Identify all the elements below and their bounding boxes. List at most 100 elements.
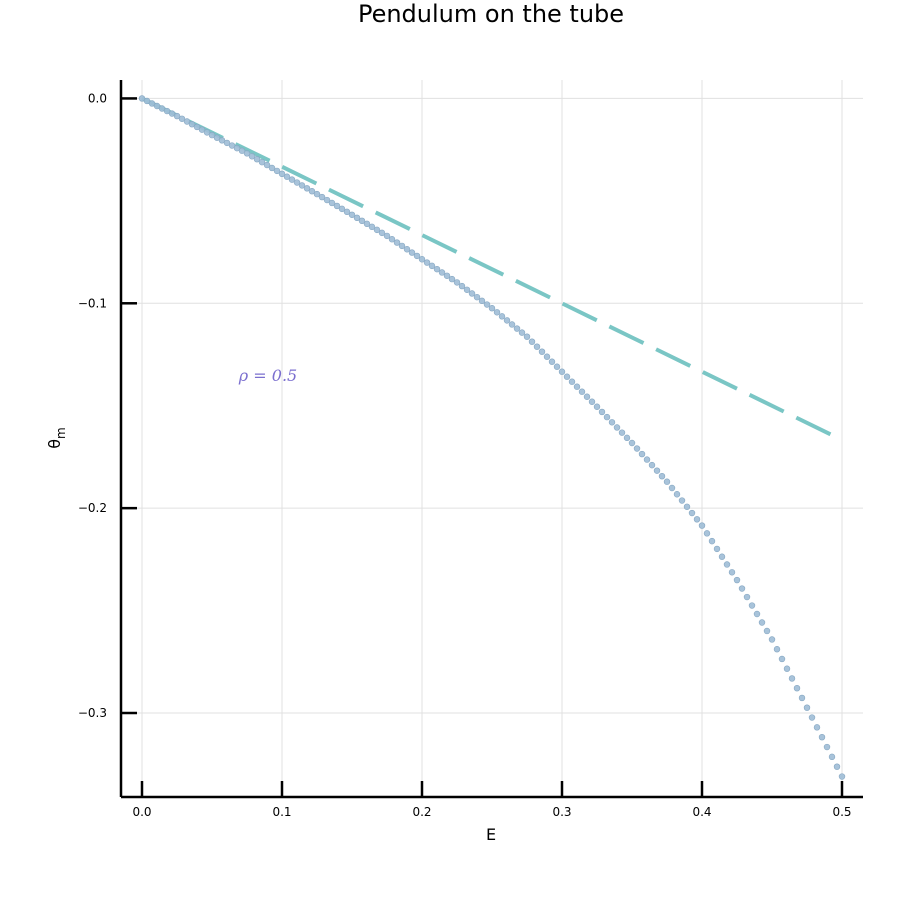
scatter-point <box>528 338 536 345</box>
scatter-point <box>413 252 421 260</box>
scatter-point <box>603 413 611 421</box>
scatter-point <box>293 179 301 186</box>
scatter-point <box>313 190 321 198</box>
scatter-point <box>173 112 181 120</box>
scatter-point <box>343 208 351 216</box>
scatter-point <box>368 223 376 231</box>
x-tick-label: 0.0 <box>132 805 151 819</box>
scatter-point <box>518 329 526 336</box>
scatter-point <box>508 321 516 328</box>
scatter-point <box>583 393 591 400</box>
scatter-point <box>218 137 226 144</box>
scatter-point <box>373 226 381 234</box>
scatter-point <box>258 158 266 166</box>
scatter-point <box>533 343 541 350</box>
scatter-point <box>773 646 781 653</box>
scatter-point <box>548 358 556 365</box>
scatter-point <box>703 530 711 537</box>
scatter-point <box>353 214 361 222</box>
scatter-point <box>488 305 496 312</box>
x-tick-label: 0.1 <box>272 805 291 819</box>
scatter-point <box>568 378 576 385</box>
scatter-point <box>428 262 436 270</box>
scatter-point <box>158 105 166 112</box>
scatter-point <box>468 290 476 297</box>
scatter-point <box>728 569 736 576</box>
scatter-point <box>318 193 326 201</box>
scatter-point <box>288 176 296 183</box>
grid <box>121 80 863 797</box>
scatter-point <box>638 450 646 458</box>
scatter-point <box>328 199 336 207</box>
scatter-point <box>188 121 196 128</box>
scatter-point <box>618 429 626 436</box>
scatter-point <box>168 110 176 117</box>
scatter-point <box>523 333 531 340</box>
scatter-point <box>478 297 486 305</box>
scatter-point <box>213 134 221 141</box>
scatter-point <box>793 684 801 692</box>
dashed-line <box>141 96 843 442</box>
scatter-point <box>393 239 401 246</box>
scatter-point <box>448 275 456 283</box>
scatter-point <box>198 126 206 133</box>
scatter-point <box>433 265 441 273</box>
x-tick-label: 0.4 <box>692 805 711 819</box>
scatter-point <box>573 383 581 390</box>
scatter-point <box>253 155 261 163</box>
scatter-point <box>248 153 256 160</box>
scatter-point <box>363 220 371 228</box>
scatter-point <box>203 129 211 136</box>
scatter-point <box>818 733 826 741</box>
scatter-point <box>243 150 251 157</box>
scatter-point <box>778 655 786 663</box>
scatter-point <box>693 516 701 523</box>
scatter-point <box>278 170 286 178</box>
scatter-point <box>143 97 151 105</box>
scatter-point <box>463 286 471 293</box>
scatter-point <box>163 107 171 115</box>
scatter-point <box>678 497 686 504</box>
scatter-point <box>183 118 191 125</box>
scatter-point <box>403 246 411 253</box>
scatter-series <box>138 95 846 780</box>
y-axis-label-subscript: m <box>54 427 68 439</box>
scatter-point <box>723 561 731 568</box>
scatter-point <box>453 279 461 286</box>
scatter-point <box>333 202 341 210</box>
x-tick-label: 0.5 <box>832 805 851 819</box>
scatter-point <box>783 665 791 672</box>
y-tick-label: −0.1 <box>78 296 107 310</box>
scatter-point <box>708 537 716 545</box>
scatter-point <box>768 636 776 643</box>
scatter-point <box>653 467 661 474</box>
scatter-point <box>688 509 696 517</box>
scatter-point <box>838 773 846 780</box>
scatter-point <box>558 368 566 375</box>
scatter-point <box>828 753 836 761</box>
scatter-point <box>273 167 281 175</box>
scatter-point <box>588 398 596 405</box>
axes <box>119 80 863 799</box>
scatter-point <box>513 325 521 332</box>
scatter-point <box>228 142 236 149</box>
scatter-point <box>153 102 161 110</box>
scatter-point <box>223 139 231 147</box>
scatter-point <box>658 472 666 480</box>
scatter-point <box>483 301 491 308</box>
y-axis-label: θm <box>45 427 68 449</box>
scatter-point <box>633 445 641 452</box>
scatter-point <box>338 205 346 213</box>
scatter-point <box>473 293 481 301</box>
scatter-point <box>348 211 356 218</box>
scatter-point <box>628 439 636 447</box>
y-tick-label: −0.2 <box>78 501 107 515</box>
scatter-point <box>503 317 511 324</box>
scatter-point <box>683 503 691 510</box>
y-tick-label: −0.3 <box>78 706 107 720</box>
scatter-point <box>398 242 406 250</box>
scatter-point <box>718 553 726 560</box>
scatter-point <box>608 419 616 426</box>
scatter-point <box>668 484 676 492</box>
